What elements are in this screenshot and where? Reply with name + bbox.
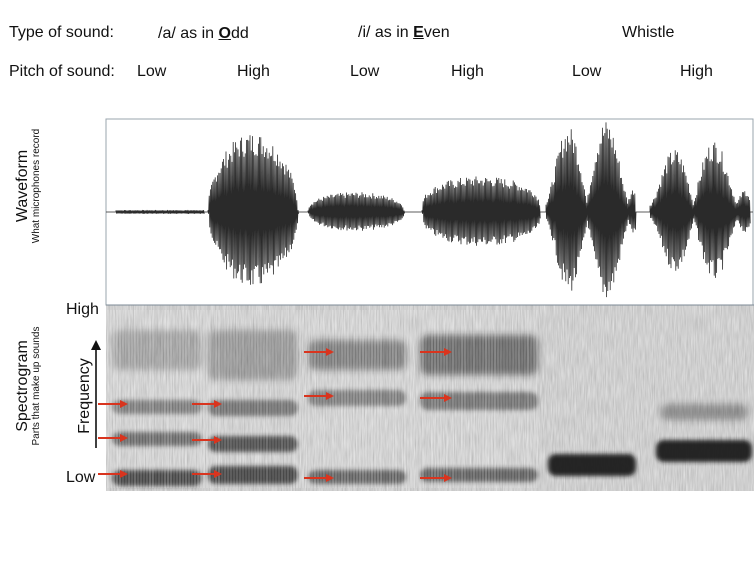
sound-type-i-even: /i/ as in Even [358,25,450,41]
waveform-trace [106,122,753,298]
sound-type-a-key: O [218,25,231,42]
sound-type-a-pre: /a/ as in [158,25,219,42]
spectrogram-bands [107,310,752,488]
frequency-high-label: High [66,301,99,318]
pitch-label-6: High [680,63,713,80]
sound-type-i-post: ven [423,24,450,41]
sound-type-a-odd: /a/ as in Odd [158,26,249,42]
formant-arrows [98,348,452,482]
frequency-low-label: Low [66,469,96,486]
sound-type-a-post: dd [230,25,249,42]
sound-type-i-pre: /i/ as in [358,24,414,41]
sound-type-whistle-label: Whistle [622,24,675,41]
pitch-label-4: High [451,63,484,80]
pitch-label-2: High [237,63,270,80]
type-of-sound-label: Type of sound: [9,24,114,41]
pitch-of-sound-label: Pitch of sound: [9,63,115,80]
pitch-label-5: Low [572,63,602,80]
sound-type-whistle: Whistle [622,25,674,41]
pitch-label-3: Low [350,63,380,80]
frequency-axis-arrowhead [91,340,101,350]
sound-type-i-key: E [413,24,424,41]
pitch-label-1: Low [137,63,167,80]
